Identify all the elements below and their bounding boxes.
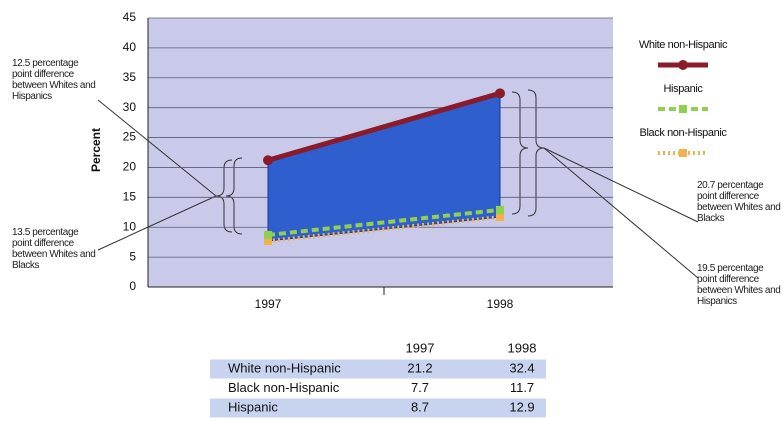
table-cell: 32.4 xyxy=(509,360,534,375)
y-tick-label: 45 xyxy=(123,10,137,24)
y-tick-label: 10 xyxy=(123,219,137,233)
legend-label: Black non-Hispanic xyxy=(640,127,728,139)
x-tick-label: 1998 xyxy=(487,297,514,311)
table-cell: 7.7 xyxy=(411,380,429,395)
y-tick-label: 25 xyxy=(123,130,137,144)
x-tick-label: 1997 xyxy=(255,297,282,311)
table-cell: 21.2 xyxy=(407,360,432,375)
legend-label: Hispanic xyxy=(664,83,704,95)
leader-line xyxy=(543,147,699,279)
y-tick-label: 20 xyxy=(123,160,137,174)
series-line xyxy=(267,90,501,163)
brace xyxy=(225,157,243,235)
y-tick-label: 35 xyxy=(123,70,137,84)
table-row-label: Hispanic xyxy=(228,399,278,414)
point xyxy=(495,88,505,99)
annotation: 19.5 percentage point difference between… xyxy=(697,263,781,307)
annotation: 20.7 percentage point difference between… xyxy=(697,180,781,224)
table-cell: 12.9 xyxy=(509,399,534,414)
table-cell: 8.7 xyxy=(411,399,429,414)
y-tick-label: 5 xyxy=(129,249,136,263)
table-row-band xyxy=(210,359,546,379)
annotation: 12.5 percentage point difference between… xyxy=(12,58,96,102)
point xyxy=(496,213,504,222)
annotation: 13.5 percentage point difference between… xyxy=(12,227,96,271)
table-cell: 11.7 xyxy=(510,380,534,395)
y-axis-label: Percent xyxy=(89,128,103,172)
leader-line xyxy=(97,99,217,197)
brace xyxy=(511,91,529,215)
braces xyxy=(97,89,699,279)
table-row-label: White non-Hispanic xyxy=(228,360,341,375)
point xyxy=(263,155,273,166)
legend-marker xyxy=(678,60,688,70)
legend-label: White non-Hispanic xyxy=(639,39,728,51)
y-tick-label: 0 xyxy=(129,279,136,293)
y-tick-label: 40 xyxy=(123,40,137,54)
point xyxy=(264,230,272,239)
table-row-band xyxy=(210,398,546,418)
legend-marker xyxy=(679,149,687,157)
point xyxy=(496,205,504,214)
leader-line xyxy=(97,195,217,251)
point xyxy=(264,236,272,245)
table-row-label: Black non-Hispanic xyxy=(228,380,340,395)
table-header: 1997 xyxy=(406,340,435,355)
y-tick-label: 15 xyxy=(123,190,137,204)
legend-marker xyxy=(679,105,687,113)
series-line xyxy=(267,207,501,237)
table-header: 1998 xyxy=(508,340,537,355)
y-tick-label: 30 xyxy=(123,100,137,114)
series-line xyxy=(267,215,501,243)
leader-line xyxy=(543,147,699,223)
